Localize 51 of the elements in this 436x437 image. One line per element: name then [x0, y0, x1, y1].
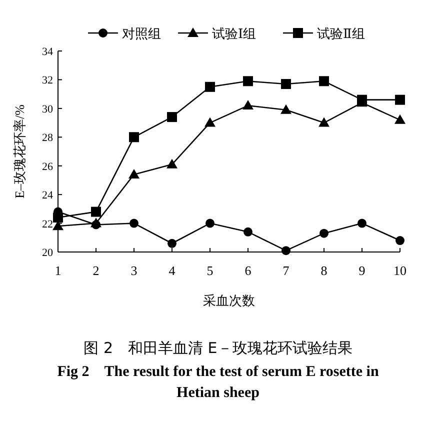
legend-label: 试验Ⅱ组 [317, 26, 365, 41]
point [280, 104, 292, 114]
x-tick-label: 1 [54, 263, 62, 278]
text: Fig 2 The result for the test of serum E rosette in Hetian sheep [56, 363, 380, 403]
point [394, 114, 406, 124]
point [53, 212, 63, 223]
point [206, 218, 214, 228]
point [320, 228, 328, 238]
y-tick-label: 24 [42, 190, 54, 202]
point [358, 218, 366, 228]
x-tick-label: 8 [320, 263, 328, 278]
y-tick-label: 22 [42, 218, 53, 230]
y-tick-label: 20 [42, 247, 54, 259]
point [319, 76, 329, 86]
point [204, 117, 216, 127]
y-tick-label: 28 [42, 132, 54, 144]
point [395, 94, 405, 105]
point [282, 246, 290, 256]
point [168, 238, 176, 248]
y-tick-label: 30 [42, 103, 54, 116]
y-tick-label: 34 [42, 46, 54, 58]
x-axis-title: 采血次数 [203, 293, 255, 308]
legend-label: 试验Ⅰ组 [212, 26, 256, 41]
point [130, 218, 138, 228]
point [357, 94, 367, 105]
x-tick-label: 7 [282, 263, 290, 278]
point [244, 227, 252, 236]
x-tick-label: 3 [130, 263, 138, 278]
x-tick-label: 10 [394, 263, 406, 278]
point [128, 168, 140, 178]
point [129, 132, 139, 142]
point [242, 100, 254, 110]
text: 图 2 和田羊血清 E－玫瑰花环试验结果 [84, 339, 352, 357]
point [396, 236, 404, 246]
point [243, 76, 253, 86]
y-axis-title: E–玫瑰花环率/% [12, 104, 27, 198]
x-tick-label: 5 [206, 263, 214, 278]
y-tick-label: 32 [42, 74, 53, 87]
point [91, 206, 101, 217]
x-tick-label: 6 [244, 263, 252, 278]
point [166, 158, 178, 168]
point [281, 79, 291, 90]
point [318, 117, 330, 127]
x-tick-label: 2 [92, 263, 100, 278]
x-tick-label: 4 [168, 263, 176, 278]
point [167, 112, 177, 122]
y-tick-label: 26 [42, 160, 54, 173]
legend-label: 对照组 [122, 26, 161, 41]
point [90, 218, 102, 228]
point [205, 82, 215, 92]
x-tick-label: 9 [358, 263, 366, 278]
